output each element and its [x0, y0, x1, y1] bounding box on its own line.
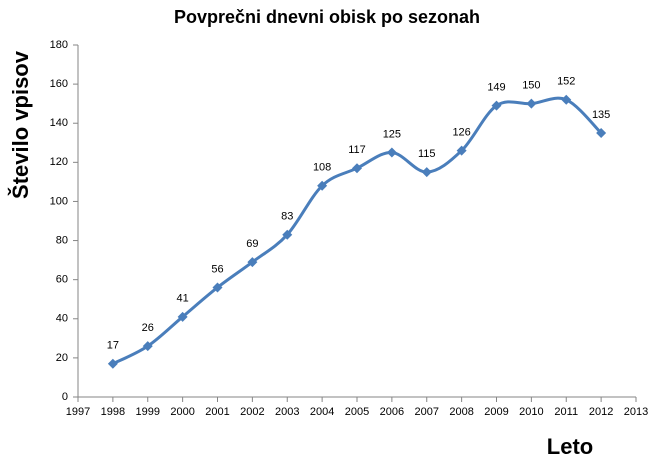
x-tick-label: 1999: [136, 406, 160, 418]
data-label: 149: [487, 82, 505, 94]
y-tick-label: 140: [50, 117, 68, 129]
x-tick-label: 2009: [484, 406, 508, 418]
y-tick-label: 60: [56, 274, 68, 286]
marker: [491, 100, 502, 111]
marker: [456, 145, 467, 156]
data-label: 152: [557, 76, 575, 88]
y-tick-label: 40: [56, 313, 68, 325]
data-label: 108: [313, 162, 331, 174]
data-label: 17: [107, 340, 119, 352]
y-axis-title: Število vpisov: [8, 50, 33, 199]
x-tick-label: 2004: [310, 406, 334, 418]
marker: [421, 167, 432, 178]
y-tick-label: 180: [50, 39, 68, 51]
x-tick-label: 2005: [345, 406, 369, 418]
x-tick-label: 2003: [275, 406, 299, 418]
data-label: 69: [246, 238, 258, 250]
marker: [596, 128, 607, 138]
x-tick-label: 2010: [519, 406, 543, 418]
y-tick-label: 0: [62, 391, 68, 403]
x-tick-label: 2002: [240, 406, 264, 418]
data-label: 115: [418, 148, 436, 160]
marker: [317, 180, 328, 191]
data-label: 83: [281, 211, 293, 223]
data-label: 26: [142, 322, 154, 334]
data-label: 125: [383, 128, 401, 140]
y-tick-label: 160: [50, 78, 68, 90]
marker: [352, 163, 362, 174]
data-label: 41: [177, 293, 189, 305]
marker: [282, 229, 293, 240]
x-axis-title: Leto: [547, 434, 593, 459]
data-label: 126: [452, 127, 470, 139]
x-tick-label: 2007: [415, 406, 439, 418]
marker: [526, 98, 537, 109]
x-tick-label: 2013: [624, 406, 648, 418]
x-tick-label: 1998: [101, 406, 125, 418]
x-tick-label: 1997: [66, 406, 90, 418]
x-tick-label: 2000: [170, 406, 194, 418]
data-label: 150: [522, 80, 540, 92]
x-tick-label: 2012: [589, 406, 613, 418]
marker: [386, 147, 397, 158]
marker: [212, 282, 223, 293]
x-tick-label: 2006: [380, 406, 404, 418]
data-label: 135: [592, 109, 610, 121]
x-tick-label: 2011: [554, 406, 578, 418]
marker: [561, 94, 572, 105]
marker: [247, 257, 258, 268]
chart-title: Povprečni dnevni obisk po sezonah: [174, 7, 480, 27]
marker: [177, 311, 188, 322]
y-tick-label: 100: [50, 195, 68, 207]
y-tick-label: 120: [50, 156, 68, 168]
marker: [107, 358, 118, 369]
data-label: 117: [348, 144, 366, 156]
x-tick-label: 2008: [449, 406, 473, 418]
y-tick-label: 80: [56, 234, 68, 246]
marker: [142, 341, 153, 352]
data-label: 56: [211, 263, 223, 275]
series-line: [112, 96, 603, 366]
y-tick-label: 20: [56, 352, 68, 364]
x-tick-label: 2001: [205, 406, 229, 418]
